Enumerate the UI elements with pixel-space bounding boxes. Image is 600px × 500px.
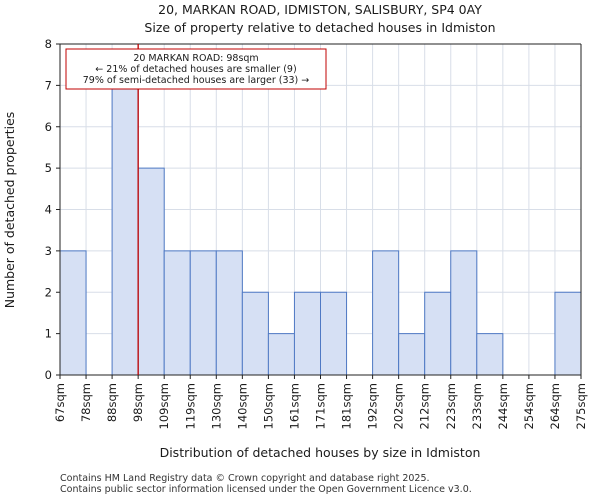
y-axis-label: Number of detached properties <box>2 112 17 309</box>
x-ticks: 67sqm 78sqm 88sqm 98sqm 109sqm 119sqm 130sqm 14… <box>53 375 588 429</box>
histogram-bar <box>554 291 582 376</box>
x-tick-label: 233sqm <box>470 383 484 429</box>
x-tick-label: 212sqm <box>418 383 432 429</box>
x-tick-label: 264sqm <box>548 383 562 429</box>
histogram-bar <box>293 291 322 376</box>
x-tick-label: 67sqm <box>53 383 67 422</box>
histogram-bar <box>215 250 243 376</box>
histogram-bar <box>59 250 87 376</box>
x-tick-label: 171sqm <box>314 383 328 429</box>
x-tick-label: 181sqm <box>340 383 354 429</box>
y-tick-label: 3 <box>45 244 52 258</box>
histogram-bar <box>476 333 504 376</box>
x-tick-label: 192sqm <box>366 383 380 429</box>
histogram-bar <box>450 250 478 376</box>
histogram-bar <box>241 291 269 376</box>
x-tick-label: 223sqm <box>444 383 458 429</box>
annotation-line-3: 79% of semi-detached houses are larger (… <box>83 75 310 86</box>
y-tick-label: 1 <box>45 327 52 341</box>
annotation-box: 20 MARKAN ROAD: 98sqm ← 21% of detached … <box>65 48 327 90</box>
annotation-line-1: 20 MARKAN ROAD: 98sqm <box>133 53 258 64</box>
y-tick-label: 5 <box>45 161 52 175</box>
y-tick-label: 6 <box>45 120 52 134</box>
histogram-bar <box>267 333 295 376</box>
y-tick-label: 2 <box>45 285 52 299</box>
x-tick-label: 244sqm <box>496 383 510 429</box>
chart-subtitle: Size of property relative to detached ho… <box>144 20 495 35</box>
histogram-bar <box>163 250 191 376</box>
x-tick-label: 78sqm <box>79 383 93 422</box>
chart-title: 20, MARKAN ROAD, IDMISTON, SALISBURY, SP… <box>158 2 482 17</box>
x-tick-label: 119sqm <box>183 383 197 429</box>
y-ticks: 0 1 2 3 4 5 6 7 8 <box>45 37 60 382</box>
histogram-bar <box>372 250 400 376</box>
histogram-bar <box>424 291 452 376</box>
y-tick-label: 0 <box>45 368 52 382</box>
y-tick-label: 4 <box>45 203 52 217</box>
x-axis-label: Distribution of detached houses by size … <box>160 445 481 460</box>
annotation-border <box>65 48 327 90</box>
footer-line-1: Contains HM Land Registry data © Crown c… <box>60 473 430 484</box>
y-tick-label: 8 <box>45 37 52 51</box>
x-tick-label: 275sqm <box>574 383 588 429</box>
x-tick-label: 254sqm <box>522 383 536 429</box>
x-tick-label: 130sqm <box>209 383 223 429</box>
x-tick-label: 88sqm <box>105 383 119 422</box>
x-tick-label: 109sqm <box>157 383 171 429</box>
histogram-bar <box>137 167 165 376</box>
x-tick-label: 150sqm <box>261 383 275 429</box>
x-tick-label: 98sqm <box>131 383 145 422</box>
histogram-bar <box>398 333 426 376</box>
x-tick-label: 202sqm <box>392 383 406 429</box>
histogram-bar <box>320 291 348 376</box>
x-tick-label: 161sqm <box>287 383 301 429</box>
histogram-bar <box>111 84 139 376</box>
annotation-line-2: ← 21% of detached houses are smaller (9) <box>95 64 296 75</box>
histogram-bar <box>189 250 217 376</box>
x-tick-label: 140sqm <box>235 383 249 429</box>
footer-line-2: Contains public sector information licen… <box>60 484 472 495</box>
y-tick-label: 7 <box>45 78 52 92</box>
